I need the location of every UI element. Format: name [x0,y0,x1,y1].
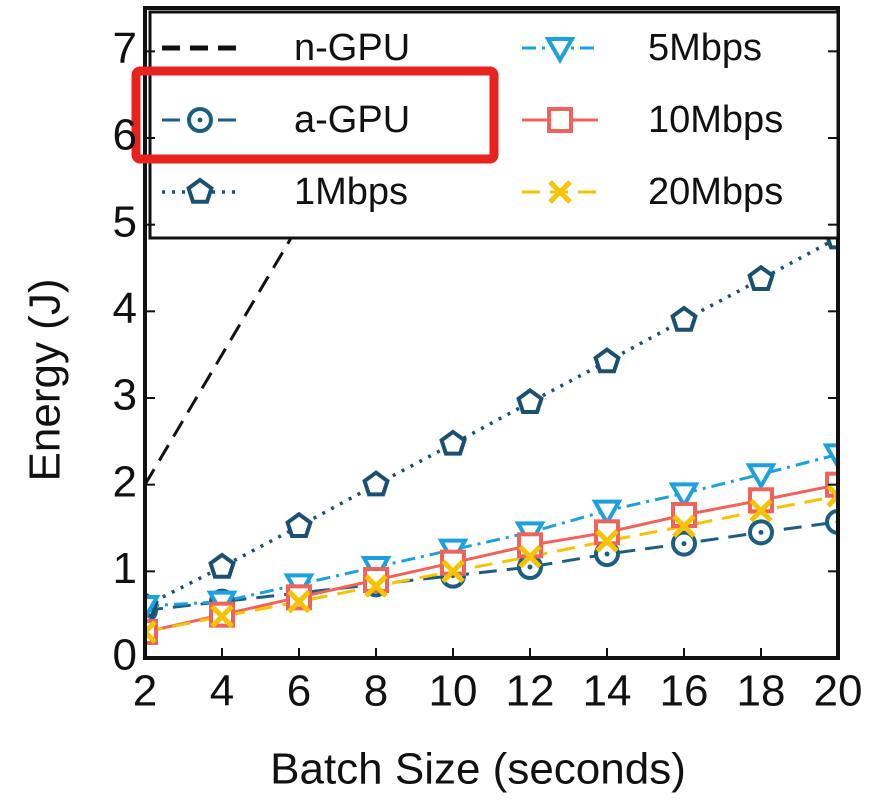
marker-dot [197,117,203,123]
legend-label: 10Mbps [648,99,783,141]
y-tick-label: 7 [113,24,137,73]
marker [441,559,465,584]
marker [668,482,700,510]
marker [363,567,389,593]
series-line [145,236,838,608]
y-axis-label: Energy (J) [21,279,70,482]
marker [547,107,573,133]
marker [544,37,576,65]
x-tick-label: 2 [133,667,157,716]
x-tick-label: 20 [814,667,863,716]
y-tick-label: 6 [113,111,137,160]
marker [516,387,544,415]
marker [595,529,619,553]
legend-label: 5Mbps [648,27,762,69]
marker [747,264,775,291]
marker [822,443,838,471]
marker [362,470,390,497]
marker [745,463,777,491]
marker [548,180,572,204]
legend-label: 1Mbps [294,171,408,213]
y-tick-label: 4 [113,284,137,333]
marker [826,484,838,508]
y-tick-label: 1 [113,544,137,593]
marker [672,514,696,539]
marker [145,595,161,623]
marker-ring [825,508,838,535]
marker [145,620,157,644]
marker [593,347,621,374]
x-axis-label: Batch Size (seconds) [270,745,686,794]
marker [439,429,467,456]
marker-dot [527,564,533,570]
series-line [145,8,430,486]
marker [286,584,312,611]
legend: n-GPU a-GPU 1Mbps 5Mbps 10Mbps 20Mbps [148,10,840,240]
x-tick-label: 12 [506,667,555,716]
marker [748,519,774,546]
marker [591,499,623,527]
y-tick-label: 2 [113,457,137,506]
marker [518,544,542,569]
legend-label: 20Mbps [648,171,783,213]
legend-label: n-GPU [294,27,410,69]
marker [145,619,158,645]
series-line [145,483,838,634]
y-tick-label: 0 [113,631,137,680]
axes-frame [143,6,840,660]
marker [517,532,543,559]
x-tick-label: 6 [287,667,311,716]
marker [364,574,388,598]
plot-area [145,8,838,645]
marker [187,107,213,133]
y-tick-label: 5 [113,197,137,246]
highlight-box [131,66,499,164]
y-tick-label: 3 [113,371,137,420]
marker [670,305,698,332]
series-line [145,452,838,608]
x-tick-label: 14 [583,667,632,716]
marker [671,530,697,557]
marker [208,552,236,579]
x-tick-label: 10 [429,667,478,716]
series-line [145,520,838,612]
x-tick-label: 18 [737,667,786,716]
marker [671,502,697,528]
series-line [145,494,838,634]
marker [287,589,311,614]
x-tick-label: 16 [660,667,709,716]
marker [210,604,234,629]
marker [285,511,313,538]
legend-label: a-GPU [294,99,410,141]
marker-dot [758,529,764,535]
marker-dot [604,551,610,557]
marker-dot [681,541,687,547]
marker [749,498,773,523]
marker [186,177,214,204]
x-tick-label: 8 [364,667,388,716]
x-tick-label: 4 [210,667,234,716]
